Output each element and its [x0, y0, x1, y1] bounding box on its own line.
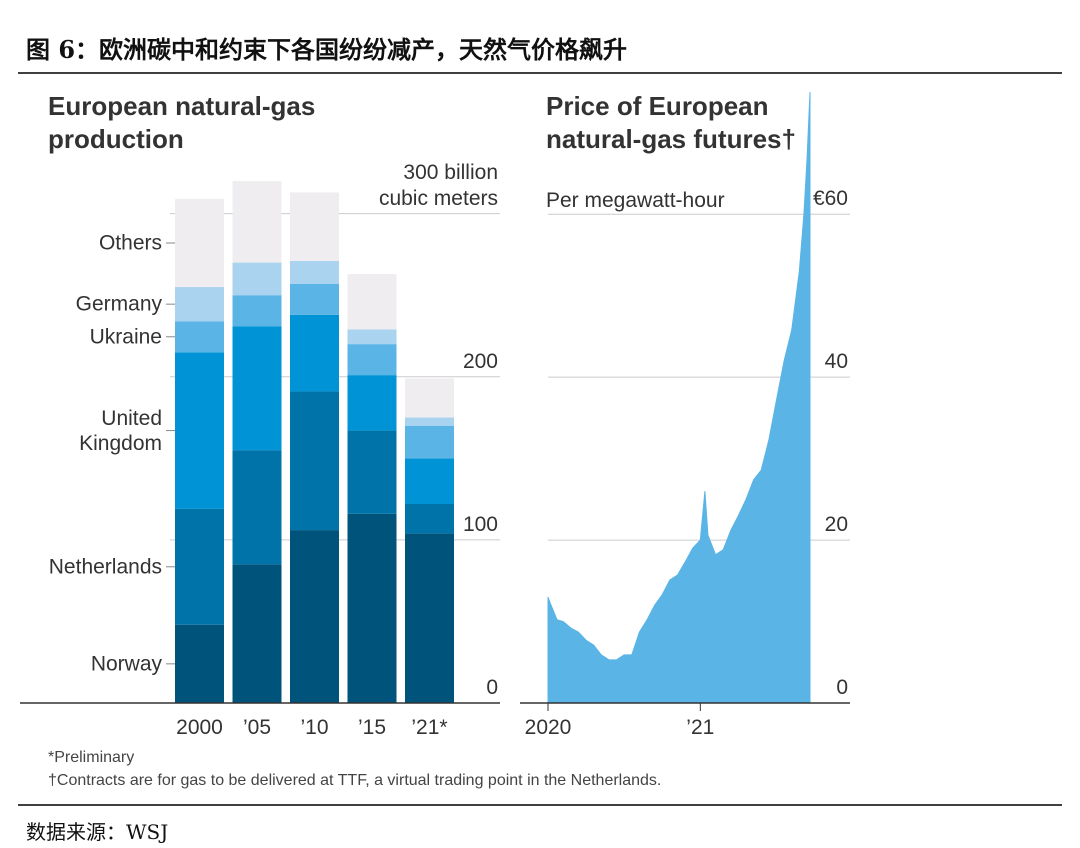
- bar-segment: [290, 314, 339, 392]
- y-tick-label: 100: [462, 512, 498, 536]
- x-tick-label: 2000: [176, 716, 223, 739]
- y-tick-label: 200: [462, 349, 498, 373]
- figure-title: 图 6：欧洲碳中和约束下各国纷纷减产，天然气价格飙升: [26, 35, 628, 64]
- y-tick-label: 300 billion cubic meters: [378, 160, 498, 210]
- bar-segment: [175, 321, 224, 353]
- bar-segment: [232, 450, 282, 565]
- bar-segment: [175, 352, 224, 509]
- chart-title: European natural-gas production: [48, 91, 316, 154]
- bar-segment: [232, 181, 282, 263]
- bar-segment: [347, 513, 397, 703]
- x-tick-label: ’05: [243, 716, 271, 739]
- y-tick-label: 0: [486, 676, 498, 699]
- y-tick-label: 40: [824, 350, 848, 374]
- x-tick-label: ’21: [686, 716, 714, 739]
- price-area: [547, 91, 811, 704]
- footnote: †Contracts are for gas to be delivered a…: [48, 772, 662, 789]
- y-tick-label: 0: [836, 676, 848, 699]
- bar-segment: [347, 329, 397, 345]
- bar-segment: [290, 283, 339, 315]
- bar-segment: [347, 273, 397, 330]
- bar-segment: [290, 530, 339, 703]
- footnote: *Preliminary: [48, 749, 135, 766]
- legend-label: Norway: [90, 652, 162, 676]
- bar-segment: [405, 425, 454, 459]
- bar-segment: [232, 262, 282, 296]
- bar-segment: [347, 375, 397, 431]
- x-tick-label: ’21*: [411, 716, 447, 739]
- bar-segment: [290, 192, 339, 261]
- bar-segment: [175, 198, 224, 288]
- bar-segment: [290, 260, 339, 284]
- y-tick-label: 20: [824, 513, 848, 537]
- bar-segment: [175, 287, 224, 322]
- bar-segment: [175, 624, 224, 703]
- bar-segment: [175, 508, 224, 625]
- legend-label: United Kingdom: [79, 406, 162, 455]
- bar-segment: [232, 295, 282, 327]
- bar-segment: [405, 417, 454, 426]
- y-tick-label: €60: [812, 187, 848, 211]
- x-tick-label: 2020: [525, 716, 572, 739]
- chart-title: Price of European natural-gas futures†: [546, 91, 796, 154]
- legend-label: Netherlands: [48, 555, 162, 579]
- chart-subtitle: Per megawatt-hour: [546, 189, 725, 212]
- bar-segment: [347, 344, 397, 376]
- x-tick-label: ’15: [358, 716, 386, 739]
- bar-segment: [405, 458, 454, 504]
- bar-segment: [405, 378, 454, 418]
- bar-segment: [347, 430, 397, 514]
- legend-label: Others: [98, 231, 162, 255]
- legend-label: Germany: [75, 292, 162, 316]
- legend-label: Ukraine: [89, 325, 162, 349]
- bar-segment: [232, 326, 282, 451]
- bar-segment: [232, 564, 282, 703]
- source: 数据来源：WSJ: [26, 820, 169, 844]
- bar-segment: [290, 391, 339, 531]
- x-tick-label: ’10: [300, 716, 328, 739]
- bar-segment: [405, 533, 454, 703]
- bar-segment: [405, 503, 454, 534]
